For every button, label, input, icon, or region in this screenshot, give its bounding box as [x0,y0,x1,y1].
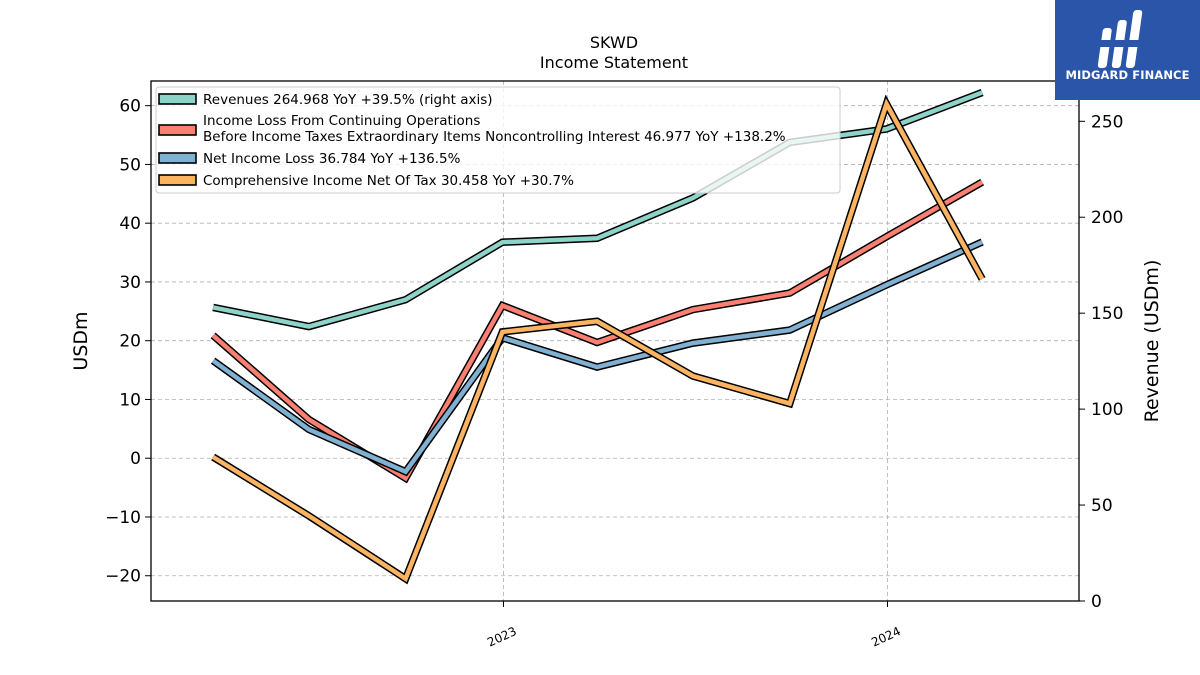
midgard-finance-logo: MIDGARD FINANCE [1055,0,1200,100]
series-lines [210,88,986,585]
x-tick-label: 2024 [869,624,903,650]
series-line [212,90,984,329]
legend-item: Comprehensive Income Net Of Tax 30.458 Y… [158,173,574,189]
y-tick-label: 10 [119,390,141,410]
chart-subtitle: Income Statement [540,53,688,72]
y2-tick-label: 250 [1091,112,1123,132]
legend-label: Before Income Taxes Extraordinary Items … [203,129,786,145]
y2-tick-label: 100 [1091,400,1123,420]
y2-tick-label: 50 [1091,496,1113,516]
series-1 [210,178,985,484]
legend-label: Net Income Loss 36.784 YoY +136.5% [203,151,461,167]
y2-axis-label: Revenue (USDm) [1141,260,1163,423]
legend-box [155,86,841,194]
legend-label: Income Loss From Continuing Operations [203,113,480,129]
chart-title: SKWD [590,33,638,52]
y-tick-label: 0 [130,449,141,469]
y2-tick-label: 0 [1091,592,1102,612]
legend-item: Net Income Loss 36.784 YoY +136.5% [158,151,461,167]
series-line [211,239,984,475]
legend-swatch [158,174,197,186]
y-tick-label: 50 [119,155,141,175]
legend-swatch [158,93,197,105]
legend-swatch [158,152,197,164]
series-0 [212,88,984,331]
legend-item: Revenues 264.968 YoY +39.5% (right axis) [158,92,493,108]
right-axis-ticks: 250 200 150 100 50 0 [1079,112,1123,612]
y2-tick-label: 200 [1091,208,1123,228]
y-axis-label: USDm [70,311,92,370]
y-tick-label: −20 [105,567,141,587]
legend-label: Comprehensive Income Net Of Tax 30.458 Y… [203,173,574,189]
series-line [211,180,984,482]
x-axis-ticks: 2023 2024 [485,601,903,650]
y-tick-label: 40 [119,214,141,234]
legend-label: Revenues 264.968 YoY +39.5% (right axis) [203,92,493,108]
legend-swatch [158,124,197,136]
legend: Revenues 264.968 YoY +39.5% (right axis)… [155,86,841,194]
logo-mark-icon [1097,10,1143,68]
x-tick-label: 2023 [485,624,519,650]
series-2 [210,238,984,477]
y-tick-label: 20 [119,332,141,352]
series-line [211,98,985,583]
y-tick-label: −10 [105,508,141,528]
logo-text: MIDGARD FINANCE [1065,68,1190,82]
left-axis-ticks: 60 50 40 30 20 10 0 −10 −20 [105,97,151,587]
legend-item: Income Loss From Continuing OperationsBe… [158,113,786,145]
y2-tick-label: 150 [1091,304,1123,324]
series-3 [211,94,986,585]
y-tick-label: 60 [119,97,141,117]
y-tick-label: 30 [119,273,141,293]
